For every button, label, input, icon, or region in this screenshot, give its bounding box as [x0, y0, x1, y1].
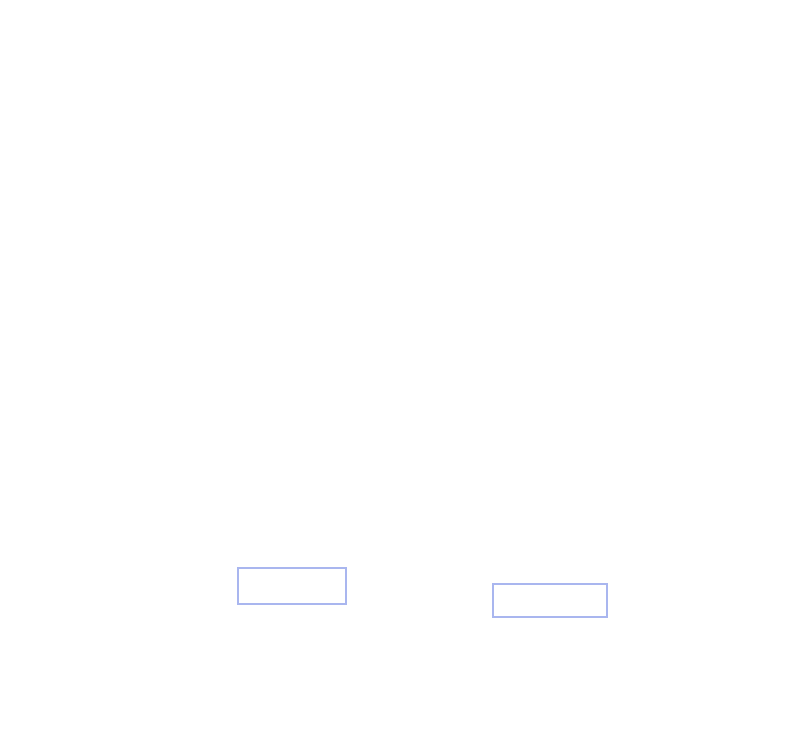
delay-label-box-a2 — [237, 567, 347, 605]
heatmap-b1-canvas — [428, 0, 715, 247]
heatmap-a1-canvas — [84, 0, 371, 247]
colorbar-canvas — [731, 0, 750, 218]
delay-label-box-b2 — [492, 583, 608, 618]
